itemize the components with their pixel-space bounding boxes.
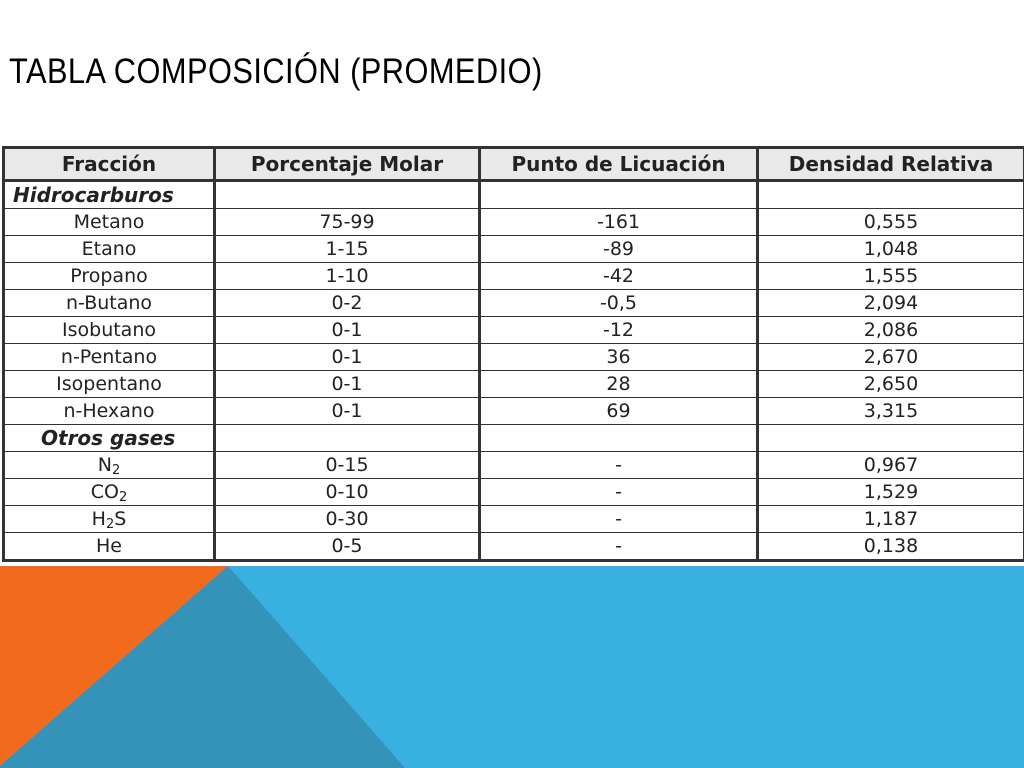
table-row: Isobutano 0-1 -12 2,086 xyxy=(2,316,1024,344)
cell-fraccion: He xyxy=(2,532,215,561)
cell-fraccion: Metano xyxy=(2,208,215,236)
cell-molar: 1-15 xyxy=(213,235,480,263)
cell-molar: 0-1 xyxy=(213,343,480,371)
cell-molar: 75-99 xyxy=(213,208,480,236)
cell-fraccion: n-Hexano xyxy=(2,397,215,425)
cell-fraccion: CO2 xyxy=(2,478,215,506)
table-row: CO2 0-10 - 1,529 xyxy=(2,478,1024,506)
table-header-row: Fracción Porcentaje Molar Punto de Licua… xyxy=(2,147,1024,182)
cell-licuacion: 36 xyxy=(478,343,758,371)
cell-molar: 0-1 xyxy=(213,316,480,344)
cell-densidad: 2,670 xyxy=(756,343,1024,371)
cell-fraccion: n-Pentano xyxy=(2,343,215,371)
cell-licuacion: -161 xyxy=(478,208,758,236)
cell-molar: 0-5 xyxy=(213,532,480,561)
cell-licuacion: -42 xyxy=(478,262,758,290)
composition-table-container: Fracción Porcentaje Molar Punto de Licua… xyxy=(2,146,1024,562)
table-row: n-Pentano 0-1 36 2,670 xyxy=(2,343,1024,371)
banner-orange-triangle xyxy=(0,566,228,766)
table-row: N2 0-15 - 0,967 xyxy=(2,451,1024,479)
cell-licuacion: -89 xyxy=(478,235,758,263)
table-row: n-Hexano 0-1 69 3,315 xyxy=(2,397,1024,425)
header-porcentaje-molar: Porcentaje Molar xyxy=(213,147,480,182)
header-fraccion: Fracción xyxy=(2,147,215,182)
table-row: Metano 75-99 -161 0,555 xyxy=(2,208,1024,236)
cell-licuacion: 28 xyxy=(478,370,758,398)
cell-fraccion: n-Butano xyxy=(2,289,215,317)
cell-molar: 0-1 xyxy=(213,397,480,425)
section-row-hidrocarburos: Hidrocarburos xyxy=(2,180,1024,209)
cell-molar: 0-30 xyxy=(213,505,480,533)
table-row: n-Butano 0-2 -0,5 2,094 xyxy=(2,289,1024,317)
cell-licuacion: - xyxy=(478,532,758,561)
cell-densidad: 0,138 xyxy=(756,532,1024,561)
table-row: Isopentano 0-1 28 2,650 xyxy=(2,370,1024,398)
cell-molar: 0-15 xyxy=(213,451,480,479)
section-label: Hidrocarburos xyxy=(2,180,215,209)
cell-fraccion: Etano xyxy=(2,235,215,263)
decorative-banner xyxy=(0,566,1024,768)
cell-molar: 1-10 xyxy=(213,262,480,290)
header-densidad-relativa: Densidad Relativa xyxy=(756,147,1024,182)
cell-densidad: 1,187 xyxy=(756,505,1024,533)
composition-table: Fracción Porcentaje Molar Punto de Licua… xyxy=(2,146,1024,562)
cell-densidad: 2,094 xyxy=(756,289,1024,317)
cell-densidad: 0,555 xyxy=(756,208,1024,236)
cell-licuacion: -12 xyxy=(478,316,758,344)
cell-licuacion: - xyxy=(478,478,758,506)
cell-licuacion: 69 xyxy=(478,397,758,425)
cell-molar: 0-2 xyxy=(213,289,480,317)
table-row: Etano 1-15 -89 1,048 xyxy=(2,235,1024,263)
slide-title: TABLA COMPOSICIÓN (PROMEDIO) xyxy=(9,52,543,91)
cell-fraccion: Isopentano xyxy=(2,370,215,398)
cell-molar: 0-10 xyxy=(213,478,480,506)
table-row: H2S 0-30 - 1,187 xyxy=(2,505,1024,533)
section-label: Otros gases xyxy=(2,424,215,452)
cell-densidad: 0,967 xyxy=(756,451,1024,479)
cell-licuacion: - xyxy=(478,451,758,479)
cell-densidad: 1,529 xyxy=(756,478,1024,506)
header-punto-licuacion: Punto de Licuación xyxy=(478,147,758,182)
cell-licuacion: - xyxy=(478,505,758,533)
cell-densidad: 2,086 xyxy=(756,316,1024,344)
table-row: He 0-5 - 0,138 xyxy=(2,532,1024,561)
table-row: Propano 1-10 -42 1,555 xyxy=(2,262,1024,290)
cell-densidad: 1,048 xyxy=(756,235,1024,263)
cell-licuacion: -0,5 xyxy=(478,289,758,317)
cell-fraccion: Isobutano xyxy=(2,316,215,344)
cell-fraccion: N2 xyxy=(2,451,215,479)
cell-densidad: 3,315 xyxy=(756,397,1024,425)
cell-densidad: 1,555 xyxy=(756,262,1024,290)
cell-molar: 0-1 xyxy=(213,370,480,398)
cell-fraccion: H2S xyxy=(2,505,215,533)
cell-densidad: 2,650 xyxy=(756,370,1024,398)
banner-shapes xyxy=(0,566,1024,768)
section-row-otros-gases: Otros gases xyxy=(2,424,1024,452)
cell-fraccion: Propano xyxy=(2,262,215,290)
